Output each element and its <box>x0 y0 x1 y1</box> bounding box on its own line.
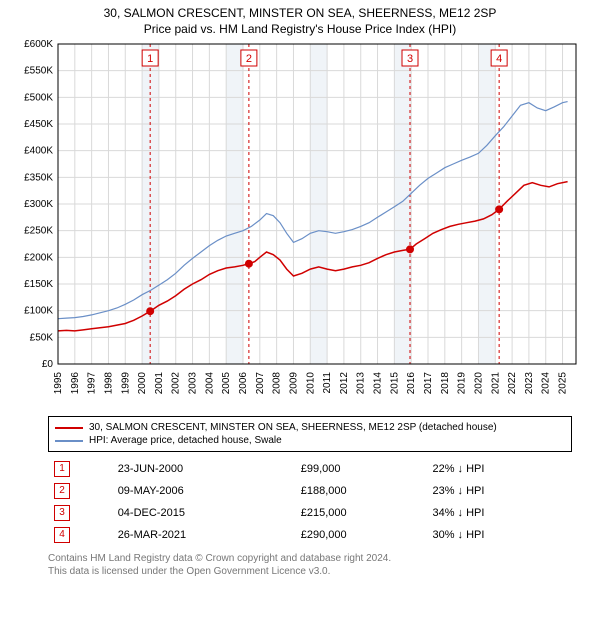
x-tick-label: 2021 <box>490 372 501 395</box>
x-tick-label: 1999 <box>120 372 131 395</box>
event-price: £290,000 <box>295 524 427 546</box>
event-marker <box>495 205 503 213</box>
event-num: 3 <box>48 502 112 524</box>
x-tick-label: 1995 <box>53 372 64 395</box>
event-marker <box>245 260 253 268</box>
y-tick-label: £250K <box>24 226 53 237</box>
event-row: 4 26-MAR-2021£290,00030% ↓ HPI <box>48 524 572 546</box>
x-tick-label: 2007 <box>255 372 266 395</box>
event-delta: 30% ↓ HPI <box>426 524 572 546</box>
event-row: 2 09-MAY-2006£188,00023% ↓ HPI <box>48 480 572 502</box>
event-badge-number: 2 <box>246 53 252 65</box>
event-date: 23-JUN-2000 <box>112 458 295 480</box>
chart-titles: 30, SALMON CRESCENT, MINSTER ON SEA, SHE… <box>0 0 600 38</box>
event-num: 4 <box>48 524 112 546</box>
x-tick-label: 2005 <box>221 372 232 395</box>
chart-svg: £0 £50K £100K £150K £200K £250K £300K £350K £400… <box>10 38 590 408</box>
title-subtitle: Price paid vs. HM Land Registry's House … <box>4 22 596 36</box>
footer-line-1: Contains HM Land Registry data © Crown c… <box>48 552 572 565</box>
x-tick-label: 2017 <box>423 372 434 395</box>
x-tick-label: 2012 <box>339 372 350 395</box>
x-tick-label: 2000 <box>137 372 148 395</box>
x-tick-label: 2022 <box>507 372 518 395</box>
footer-attribution: Contains HM Land Registry data © Crown c… <box>48 552 572 578</box>
legend-item: HPI: Average price, detached house, Swal… <box>55 434 565 447</box>
x-tick-label: 2002 <box>171 372 182 395</box>
legend-swatch <box>55 440 83 442</box>
x-tick-label: 2011 <box>322 372 333 394</box>
event-date: 26-MAR-2021 <box>112 524 295 546</box>
x-tick-label: 1998 <box>103 372 114 395</box>
y-tick-label: £50K <box>30 332 54 343</box>
legend-label: 30, SALMON CRESCENT, MINSTER ON SEA, SHE… <box>89 422 497 433</box>
event-date: 04-DEC-2015 <box>112 502 295 524</box>
y-tick-label: £500K <box>24 92 53 103</box>
event-date: 09-MAY-2006 <box>112 480 295 502</box>
event-badge-number: 3 <box>407 53 413 65</box>
legend-box: 30, SALMON CRESCENT, MINSTER ON SEA, SHE… <box>48 416 572 452</box>
x-tick-label: 2009 <box>288 372 299 395</box>
event-delta: 34% ↓ HPI <box>426 502 572 524</box>
event-badge-number: 1 <box>147 53 153 65</box>
y-tick-label: £0 <box>42 359 54 370</box>
legend-swatch <box>55 427 83 429</box>
y-tick-label: £450K <box>24 119 53 130</box>
x-tick-label: 2018 <box>440 372 451 395</box>
y-tick-label: £550K <box>24 66 53 77</box>
event-marker <box>406 245 414 253</box>
y-tick-label: £100K <box>24 306 53 317</box>
y-tick-label: £300K <box>24 199 53 210</box>
event-badge-icon: 4 <box>54 527 70 543</box>
footer-line-2: This data is licensed under the Open Gov… <box>48 565 572 578</box>
y-tick-label: £350K <box>24 172 53 183</box>
x-tick-label: 2019 <box>457 372 468 395</box>
event-marker <box>146 307 154 315</box>
chart-area: £0 £50K £100K £150K £200K £250K £300K £350K £400… <box>10 38 590 408</box>
y-tick-label: £150K <box>24 279 53 290</box>
x-tick-label: 2001 <box>154 372 165 395</box>
x-tick-label: 1996 <box>70 372 81 395</box>
event-delta: 22% ↓ HPI <box>426 458 572 480</box>
event-badge-icon: 1 <box>54 461 70 477</box>
event-delta: 23% ↓ HPI <box>426 480 572 502</box>
y-tick-label: £400K <box>24 146 53 157</box>
x-tick-label: 2013 <box>356 372 367 395</box>
y-tick-label: £600K <box>24 39 53 50</box>
event-price: £99,000 <box>295 458 427 480</box>
legend-item: 30, SALMON CRESCENT, MINSTER ON SEA, SHE… <box>55 421 565 434</box>
x-tick-label: 2004 <box>204 372 215 395</box>
y-tick-label: £200K <box>24 252 53 263</box>
event-price: £215,000 <box>295 502 427 524</box>
event-num: 1 <box>48 458 112 480</box>
x-tick-label: 1997 <box>87 372 98 395</box>
title-address: 30, SALMON CRESCENT, MINSTER ON SEA, SHE… <box>4 6 596 20</box>
event-badge-number: 4 <box>496 53 502 65</box>
x-tick-label: 2006 <box>238 372 249 395</box>
event-price: £188,000 <box>295 480 427 502</box>
x-tick-label: 2014 <box>373 372 384 395</box>
x-tick-label: 2016 <box>406 372 417 395</box>
event-badge-icon: 2 <box>54 483 70 499</box>
x-tick-label: 2020 <box>473 372 484 395</box>
x-tick-label: 2024 <box>541 372 552 395</box>
legend-label: HPI: Average price, detached house, Swal… <box>89 435 282 446</box>
x-tick-label: 2010 <box>305 372 316 395</box>
page-container: 30, SALMON CRESCENT, MINSTER ON SEA, SHE… <box>0 0 600 578</box>
x-tick-label: 2025 <box>558 372 569 395</box>
event-badge-icon: 3 <box>54 505 70 521</box>
events-table: 1 23-JUN-2000£99,00022% ↓ HPI 2 09-MAY-2006… <box>48 458 572 546</box>
x-tick-label: 2008 <box>272 372 283 395</box>
event-row: 3 04-DEC-2015£215,00034% ↓ HPI <box>48 502 572 524</box>
x-tick-label: 2015 <box>389 372 400 395</box>
x-tick-label: 2023 <box>524 372 535 395</box>
event-num: 2 <box>48 480 112 502</box>
event-row: 1 23-JUN-2000£99,00022% ↓ HPI <box>48 458 572 480</box>
x-tick-label: 2003 <box>188 372 199 395</box>
